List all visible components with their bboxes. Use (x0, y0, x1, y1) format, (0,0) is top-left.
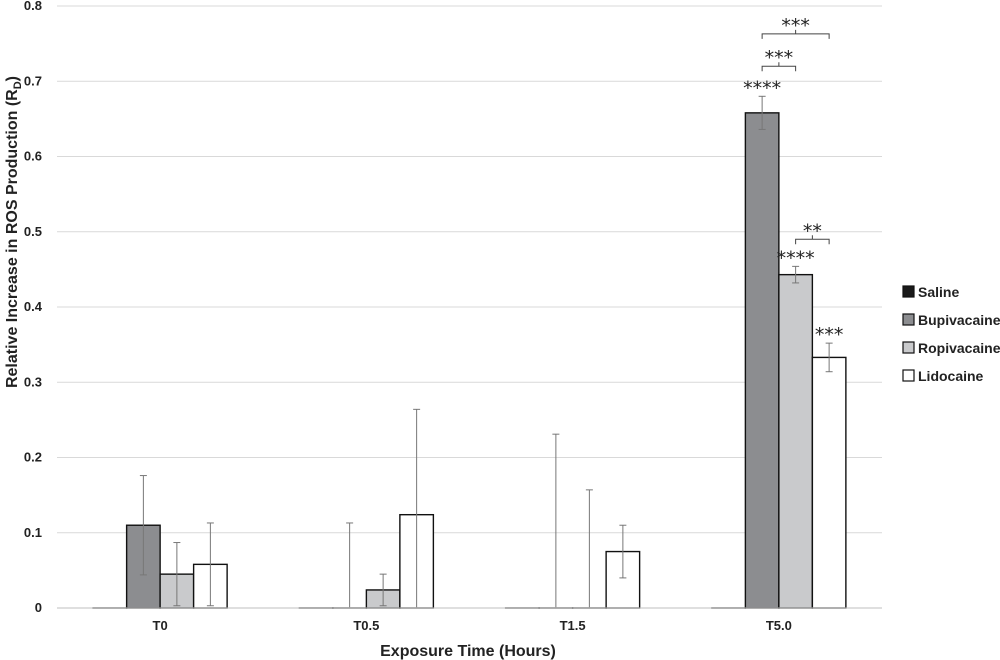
legend-label: Bupivacaine (918, 312, 1000, 328)
y-axis-ticks: 0 0.1 0.2 0.3 0.4 0.5 0.6 0.7 0.8 (24, 0, 43, 615)
x-axis-title: Exposure Time (Hours) (380, 643, 556, 660)
y-axis-title: Relative Increase in ROS Production (RD) (4, 76, 24, 388)
bracket-stars: *** (765, 47, 794, 69)
bar (744, 112, 780, 609)
gridlines (57, 5, 882, 534)
legend-swatch (902, 341, 915, 354)
legend: Saline Bupivacaine Ropivacaine Lidocaine (902, 284, 1000, 384)
bars (92, 112, 847, 609)
significance-bracket (761, 62, 797, 72)
y-tick-label: 0.5 (24, 224, 42, 239)
bar (811, 356, 847, 609)
y-tick-label: 0.3 (24, 374, 42, 389)
bar (778, 273, 814, 609)
y-axis-title-close: ) (4, 76, 21, 81)
error-bars (139, 95, 833, 608)
x-tick-label: T1.5 (560, 618, 586, 633)
legend-swatch (902, 313, 915, 326)
y-tick-label: 0.4 (24, 299, 43, 314)
significance-stars: **** (777, 247, 815, 269)
legend-label: Lidocaine (918, 368, 984, 384)
y-tick-label: 0.2 (24, 450, 42, 465)
significance-stars: **** (743, 77, 781, 99)
y-tick-label: 0.1 (24, 525, 42, 540)
significance-annotations: ******************* (743, 15, 843, 346)
bracket-stars: ** (803, 220, 822, 242)
y-tick-label: 0.7 (24, 73, 42, 88)
legend-label: Ropivacaine (918, 340, 1000, 356)
legend-label: Saline (918, 284, 959, 300)
x-tick-label: T5.0 (766, 618, 792, 633)
y-axis-title-subscript: D (12, 81, 24, 89)
y-tick-label: 0 (35, 600, 42, 615)
y-axis-title-main: Relative Increase in ROS Production (R (4, 89, 21, 388)
significance-bracket (795, 235, 830, 245)
y-tick-label: 0.8 (24, 0, 42, 13)
bracket-stars: *** (781, 15, 810, 37)
legend-swatch (902, 285, 915, 298)
y-tick-label: 0.6 (24, 149, 42, 164)
legend-swatch (902, 369, 915, 382)
x-tick-label: T0 (153, 618, 168, 633)
significance-bracket (761, 29, 830, 39)
significance-stars: *** (815, 324, 844, 346)
x-tick-label: T0.5 (353, 618, 379, 633)
x-axis-ticks: T0 T0.5 T1.5 T5.0 (153, 618, 792, 633)
